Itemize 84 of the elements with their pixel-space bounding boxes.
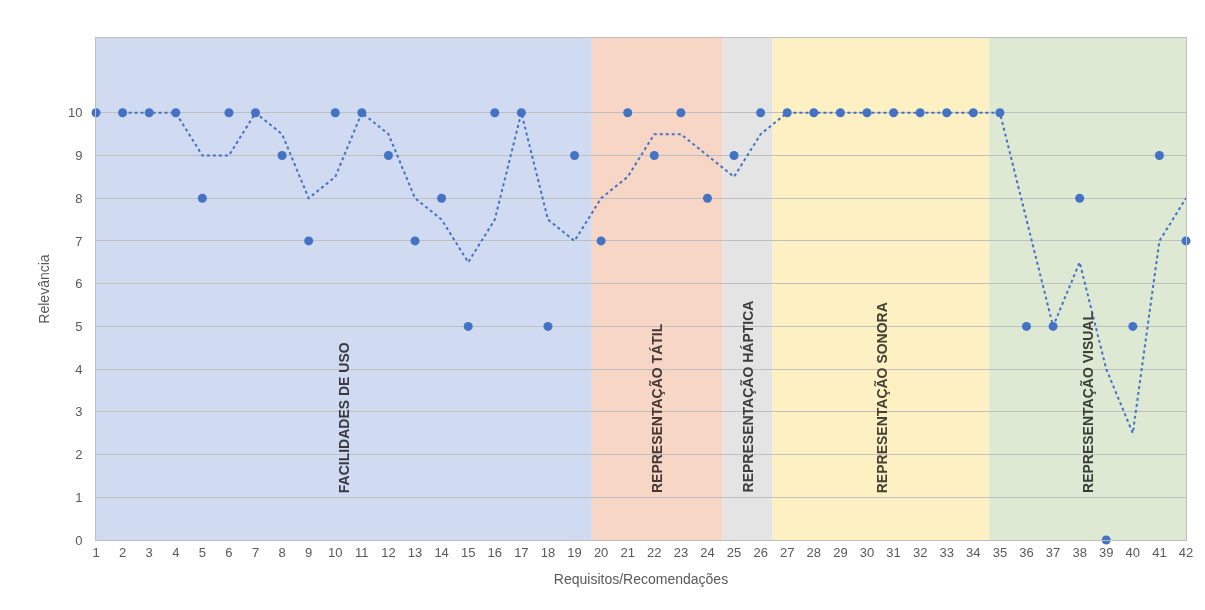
x-tick-label: 41 (1152, 544, 1167, 560)
y-tick-label: 3 (75, 404, 83, 420)
x-tick-label: 7 (251, 544, 260, 560)
x-tick-label: 19 (567, 544, 582, 560)
point (702, 193, 712, 203)
x-tick-label: 42 (1178, 544, 1194, 560)
point (224, 108, 234, 118)
x-tick-label: 2 (118, 544, 127, 560)
x-tick-label: 27 (779, 544, 795, 560)
band-label: REPRESENTAÇÃO VISUAL (1079, 311, 1097, 493)
y-tick-label: 5 (75, 318, 83, 334)
x-tick-label: 39 (1099, 544, 1114, 560)
y-axis-title: Relevância (35, 254, 52, 324)
point (570, 150, 580, 160)
point (1154, 150, 1164, 160)
x-tick-label: 34 (966, 544, 981, 560)
point (463, 321, 473, 331)
point (623, 108, 633, 118)
x-tick-label: 38 (1072, 544, 1087, 560)
x-tick-label: 1 (92, 544, 100, 560)
point (649, 150, 659, 160)
x-tick-label: 4 (172, 544, 180, 560)
x-tick-label: 6 (225, 544, 233, 560)
x-tick-label: 26 (753, 544, 768, 560)
y-tick-label: 0 (75, 532, 83, 548)
point (437, 193, 447, 203)
x-tick-label: 28 (806, 544, 822, 560)
point (383, 150, 393, 160)
band-label: REPRESENTAÇÃO HÁPTICA (738, 300, 756, 493)
point (197, 193, 207, 203)
x-tick-label: 18 (540, 544, 556, 560)
x-tick-label: 29 (833, 544, 848, 560)
x-tick-label: 13 (407, 544, 423, 560)
band-label: REPRESENTAÇÃO SONORA (872, 302, 890, 494)
point (304, 236, 314, 246)
x-tick-label: 14 (434, 544, 449, 560)
point (1128, 321, 1138, 331)
y-tick-label: 8 (75, 190, 83, 206)
x-tick-label: 8 (278, 544, 286, 560)
x-tick-label: 36 (1019, 544, 1034, 560)
y-tick-label: 9 (75, 148, 83, 164)
x-tick-label: 37 (1045, 544, 1061, 560)
x-tick-label: 17 (514, 544, 529, 560)
point (1075, 193, 1085, 203)
x-tick-label: 20 (593, 544, 609, 560)
y-tick-label: 7 (75, 233, 83, 249)
point (729, 150, 739, 160)
x-tick-label: 25 (726, 544, 742, 560)
band-label: REPRESENTAÇÃO TÁTIL (648, 323, 666, 494)
x-tick-label: 32 (912, 544, 928, 560)
point (277, 150, 287, 160)
x-axis-title: Requisitos/Recomendações (553, 570, 729, 587)
y-tick-label: 10 (67, 105, 83, 121)
point (330, 108, 340, 118)
y-tick-label: 2 (75, 447, 83, 463)
point (118, 108, 128, 118)
y-tick-label: 1 (75, 489, 83, 505)
band-label: FACILIDADES DE USO (335, 342, 352, 494)
x-tick-label: 23 (673, 544, 689, 560)
x-tick-label: 24 (700, 544, 715, 560)
x-tick-label: 21 (620, 544, 635, 560)
x-tick-label: 11 (355, 544, 369, 560)
x-tick-label: 33 (939, 544, 954, 560)
x-tick-label: 22 (647, 544, 662, 560)
point (543, 321, 553, 331)
y-tick-label: 6 (75, 276, 83, 292)
x-tick-label: 9 (305, 544, 313, 560)
point (756, 108, 766, 118)
x-tick-label: 16 (487, 544, 503, 560)
x-tick-label: 40 (1125, 544, 1141, 560)
point (676, 108, 686, 118)
x-tick-label: 30 (859, 544, 875, 560)
x-tick-label: 31 (886, 544, 901, 560)
x-tick-label: 35 (992, 544, 1008, 560)
point (490, 108, 500, 118)
point (1021, 321, 1031, 331)
x-tick-label: 5 (198, 544, 206, 560)
point (596, 236, 606, 246)
y-tick-label: 4 (75, 361, 83, 377)
x-tick-label: 10 (328, 544, 343, 560)
x-tick-label: 15 (460, 544, 476, 560)
point (410, 236, 420, 246)
x-tick-label: 3 (145, 544, 153, 560)
x-tick-label: 12 (381, 544, 396, 560)
